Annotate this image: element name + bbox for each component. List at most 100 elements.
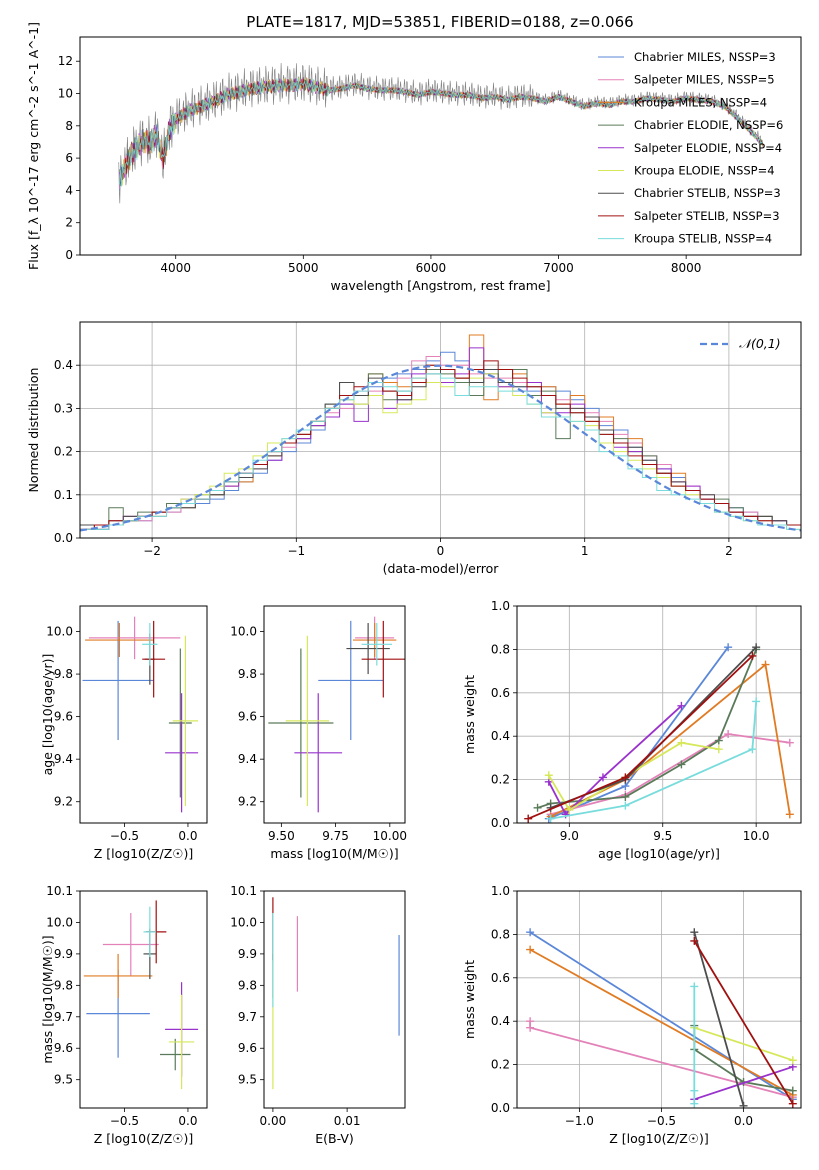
chart-panel-4: 9.0 9.5 10.0 0.0 0.2 0.4 0.6 0.8 1.0 age [log10(a… xyxy=(462,599,802,861)
y-tick-label: 0.1 xyxy=(54,488,73,502)
axes-frame xyxy=(79,36,802,256)
mass-weight-line xyxy=(550,701,758,820)
x-tick-label: 10.0 xyxy=(743,829,770,843)
plus-marker xyxy=(621,801,630,810)
plus-marker xyxy=(788,1099,797,1108)
errorbar-point xyxy=(318,620,384,741)
x-tick-label: 6000 xyxy=(416,261,447,275)
x-axis-label: wavelength [Angstrom, rest frame] xyxy=(330,278,550,293)
chart-panel-1: −2 −1 0 1 2 0.0 0.1 0.2 0.3 0.4 (data-model)/error… xyxy=(26,321,802,576)
plot-area xyxy=(524,643,794,823)
y-axis-label: age [log10(age/yr)] xyxy=(40,654,55,776)
y-tick-label: 0.0 xyxy=(491,1101,510,1115)
errorbar-point xyxy=(268,648,334,798)
y-tick-label: 9.2 xyxy=(238,795,257,809)
y-tick-label: 0.8 xyxy=(491,927,510,941)
errorbar-point xyxy=(285,635,330,806)
plus-marker xyxy=(690,928,699,937)
legend-label: Chabrier ELODIE, NSSP=6 xyxy=(634,118,783,132)
axes-frame xyxy=(516,890,802,1109)
mass-weight-line xyxy=(693,940,794,1105)
plus-marker xyxy=(739,1101,748,1108)
x-tick-label: −0.5 xyxy=(110,829,139,843)
y-tick-label: 9.4 xyxy=(238,752,257,766)
y-tick-label: 1.0 xyxy=(491,884,510,898)
x-tick-label: 7000 xyxy=(543,261,574,275)
y-tick-label: 0.4 xyxy=(54,358,73,372)
plot-area xyxy=(526,928,797,1108)
y-tick-label: 0.3 xyxy=(54,401,73,415)
y-tick-label: 0.6 xyxy=(491,971,510,985)
errorbar-point xyxy=(172,635,199,806)
axes-frame xyxy=(263,890,406,1109)
plus-marker xyxy=(544,771,553,780)
y-tick-label: 1.0 xyxy=(491,599,510,613)
y-tick-label: 9.8 xyxy=(54,978,73,992)
errorbar-point xyxy=(165,693,199,813)
x-tick-label: −0.5 xyxy=(647,1114,676,1128)
y-tick-label: 9.4 xyxy=(54,752,73,766)
histogram-series xyxy=(80,373,801,538)
y-axis-label: mass [log10(M/M☉)] xyxy=(40,935,55,1063)
x-tick-label: −1 xyxy=(287,544,305,558)
plus-marker xyxy=(565,805,574,814)
errorbar-point xyxy=(85,623,154,658)
x-axis-label: age [log10(age/yr)] xyxy=(598,846,720,861)
y-tick-label: 0.8 xyxy=(491,642,510,656)
plus-marker xyxy=(677,760,686,769)
plot-area xyxy=(80,334,801,538)
y-tick-label: 9.7 xyxy=(238,1010,257,1024)
plus-marker xyxy=(714,745,723,754)
x-tick-label: 1 xyxy=(581,544,589,558)
y-tick-label: 10.1 xyxy=(46,884,73,898)
plus-marker xyxy=(690,936,699,945)
plus-marker xyxy=(677,738,686,747)
y-tick-label: 9.6 xyxy=(238,710,257,724)
plus-marker xyxy=(752,697,761,706)
plot-area xyxy=(272,897,400,1090)
errorbar-point xyxy=(82,620,154,741)
y-axis-label: mass weight xyxy=(462,960,477,1039)
x-axis-label: mass [log10(M/M☉)] xyxy=(270,846,398,861)
x-tick-label: 0 xyxy=(437,544,445,558)
y-tick-label: 10.0 xyxy=(46,915,73,929)
plus-marker xyxy=(621,792,630,801)
x-tick-label: 0.0 xyxy=(178,829,197,843)
model-line xyxy=(119,78,763,187)
plus-marker xyxy=(761,660,770,669)
y-tick-label: 9.7 xyxy=(54,1010,73,1024)
plus-marker xyxy=(714,736,723,745)
legend-label: Salpeter MILES, NSSP=5 xyxy=(634,73,775,87)
y-tick-label: 10.0 xyxy=(230,915,257,929)
mass-weight-line xyxy=(693,931,745,1107)
y-tick-label: 9.6 xyxy=(54,710,73,724)
y-tick-label: 10.0 xyxy=(230,625,257,639)
y-axis-label: mass weight xyxy=(462,675,477,754)
y-tick-label: 9.6 xyxy=(238,1041,257,1055)
x-tick-label: 9.0 xyxy=(560,829,579,843)
errorbar-point xyxy=(83,953,153,998)
x-tick-label: 8000 xyxy=(671,261,702,275)
legend-label: Salpeter ELODIE, NSSP=4 xyxy=(634,141,782,155)
plus-marker xyxy=(690,1086,699,1095)
x-tick-label: 10.00 xyxy=(373,829,407,843)
plot-area xyxy=(118,62,764,204)
errorbar-point xyxy=(142,620,166,698)
y-tick-label: 9.5 xyxy=(54,1073,73,1087)
x-tick-label: 0.00 xyxy=(260,1114,287,1128)
mass-weight-line xyxy=(548,646,729,820)
y-tick-label: 0.4 xyxy=(491,729,510,743)
errorbar-point xyxy=(142,623,158,666)
errorbar-point xyxy=(143,906,157,958)
y-tick-label: 9.8 xyxy=(238,978,257,992)
plus-marker xyxy=(785,810,794,819)
x-axis-label: Z [log10(Z/Z☉)] xyxy=(609,1131,709,1146)
x-tick-label: 0.0 xyxy=(178,1114,197,1128)
errorbar-point xyxy=(361,623,392,666)
plus-marker xyxy=(748,745,757,754)
legend-label: Chabrier STELIB, NSSP=3 xyxy=(634,186,781,200)
axes-frame xyxy=(79,321,802,539)
mass-weight-line xyxy=(550,733,790,816)
y-axis-label: Normed distribution xyxy=(26,368,41,493)
